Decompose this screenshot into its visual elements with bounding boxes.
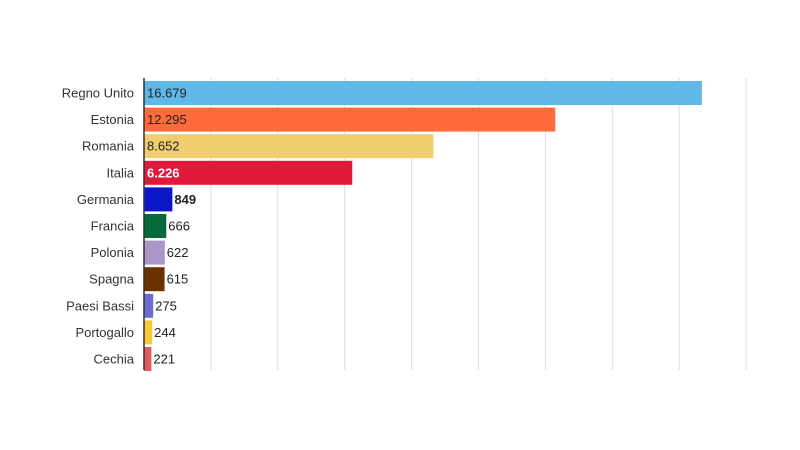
bar — [144, 214, 167, 238]
bar — [144, 107, 556, 132]
category-label: Estonia — [91, 112, 135, 127]
value-label: 16.679 — [147, 86, 187, 101]
bar — [144, 347, 152, 371]
value-labels: 16.679 12.295 8.652 6.226 849 666 622 615 275 244… — [147, 86, 196, 367]
category-label: Spagna — [89, 272, 135, 287]
bars — [144, 81, 702, 371]
category-label: Romania — [82, 139, 135, 154]
value-label: 12.295 — [147, 112, 187, 127]
category-label: Polonia — [91, 245, 135, 260]
value-label: 8.652 — [147, 139, 180, 154]
bar — [144, 240, 165, 265]
category-label: Portogallo — [75, 325, 134, 340]
bar — [144, 187, 173, 212]
value-label: 849 — [174, 192, 196, 207]
bar — [144, 267, 165, 292]
category-label: Paesi Bassi — [66, 298, 134, 313]
value-label: 244 — [154, 325, 176, 340]
category-label: Germania — [77, 192, 135, 207]
value-label: 275 — [155, 298, 177, 313]
bar — [144, 320, 153, 345]
value-label: 6.226 — [147, 165, 180, 180]
value-label: 622 — [167, 245, 189, 260]
category-label: Francia — [91, 219, 135, 234]
bar — [144, 134, 434, 159]
category-label: Cechia — [94, 352, 135, 367]
category-label: Regno Unito — [62, 86, 134, 101]
value-label: 615 — [167, 272, 189, 287]
bar — [144, 81, 702, 105]
category-label: Italia — [107, 165, 135, 180]
value-label: 221 — [153, 352, 175, 367]
category-labels: Regno Unito Estonia Romania Italia Germania F… — [62, 86, 135, 367]
bar — [144, 160, 353, 185]
bar — [144, 293, 154, 318]
value-label: 666 — [168, 219, 190, 234]
